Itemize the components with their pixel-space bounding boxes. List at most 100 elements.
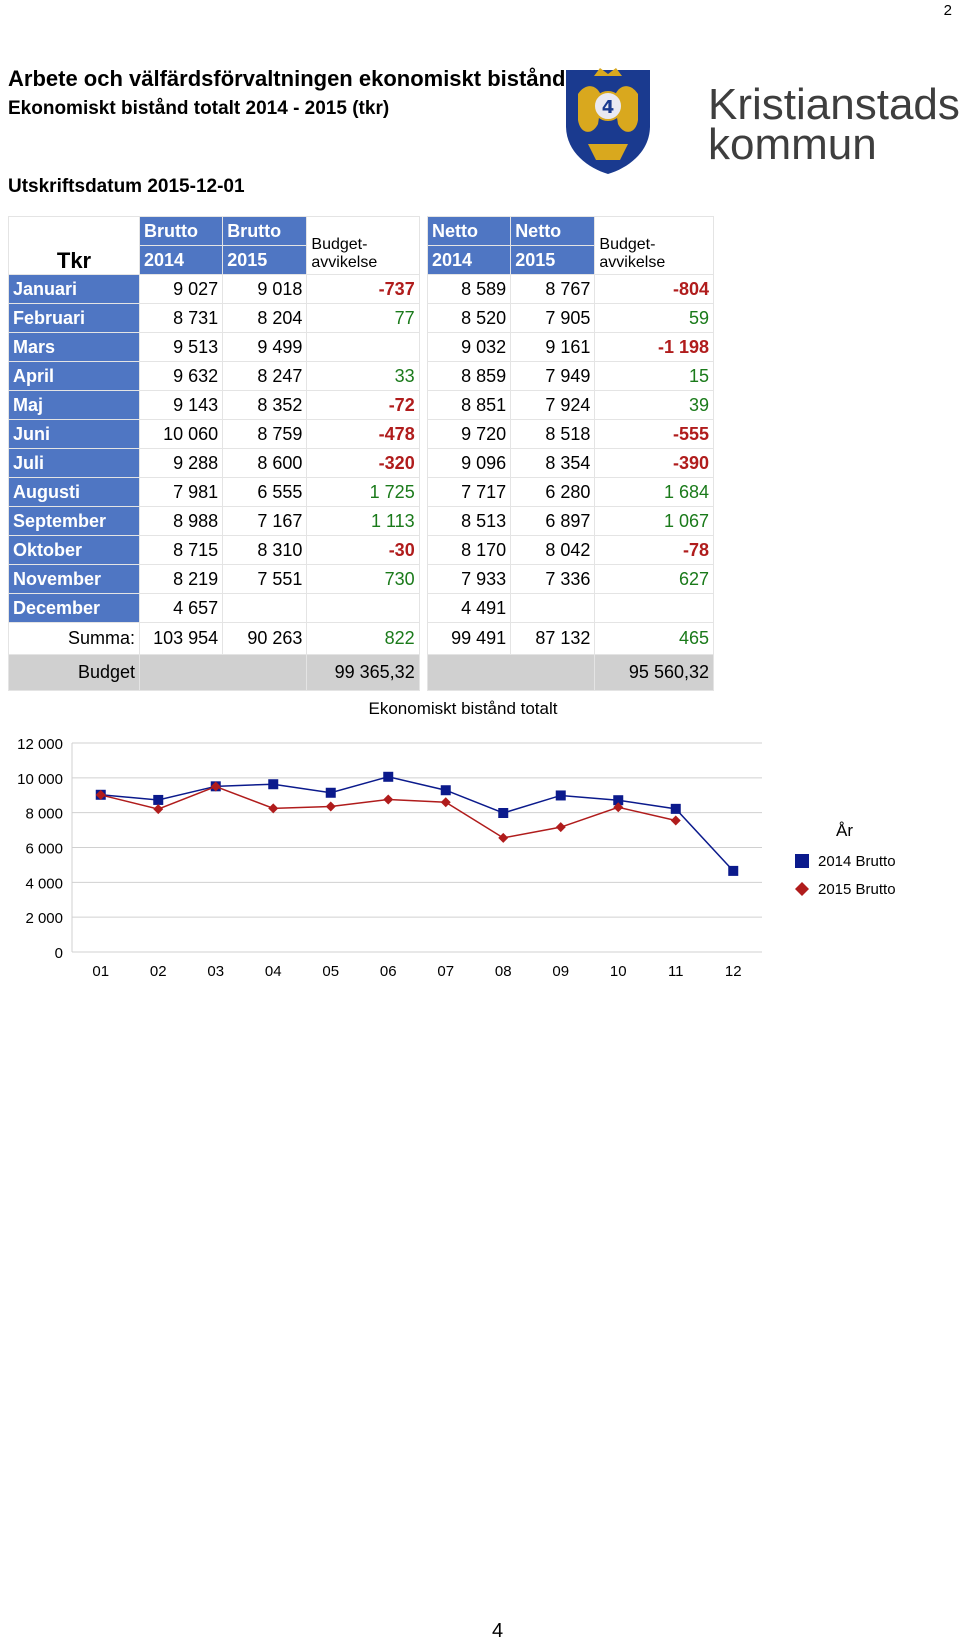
netto-2014-value: 8 520 [427,303,512,333]
data-point [383,771,394,782]
data-point [268,803,279,814]
column-gap [418,303,429,333]
x-tick-label: 05 [322,963,339,980]
netto-deviation-value: 1 684 [594,477,714,507]
data-point [498,832,509,843]
netto-2015-value: 7 905 [510,303,596,333]
brutto-2014-value: 10 060 [139,419,224,449]
month-label: Maj [7,390,141,420]
data-point [670,803,681,814]
brutto-2015-value [222,593,308,623]
budget-brutto-value: 99 365,32 [306,654,420,691]
netto-2015-value: 8 354 [510,448,596,478]
brutto-deviation-value: -320 [306,448,420,478]
budget-label: Budget [7,654,141,691]
x-tick-label: 02 [150,963,167,980]
sum-brutto-deviation: 822 [306,622,420,655]
netto-2015-value [510,593,596,623]
netto-deviation-value: 59 [594,303,714,333]
y-tick-label: 12 000 [17,736,63,753]
column-gap [418,654,429,691]
data-point [153,804,164,815]
column-gap [418,419,429,449]
brutto-2015-value: 8 204 [222,303,308,333]
brutto-2014-value: 9 027 [139,274,224,304]
page-number: 2 [943,2,952,19]
netto-2014-value: 4 491 [427,593,512,623]
sum-label: Summa: [7,622,141,655]
budget-row: Budget 99 365,32 95 560,32 [7,654,714,691]
column-gap [418,448,429,478]
netto-2015-value: 8 767 [510,274,596,304]
sum-brutto-2015: 90 263 [222,622,308,655]
data-point [325,787,336,798]
netto-2014-value: 9 096 [427,448,512,478]
netto-2015-value: 8 518 [510,419,596,449]
data-point [728,865,739,876]
x-tick-label: 11 [668,963,684,980]
netto-deviation-value [594,593,714,623]
logo-text-line2: kommun [708,120,877,169]
legend-marker [795,854,809,868]
y-tick-label: 10 000 [17,771,63,788]
netto-deviation-value: 627 [594,564,714,594]
sum-netto-2014: 99 491 [427,622,512,655]
header-brutto-2015: Brutto [222,216,308,246]
month-label: Juli [7,448,141,478]
brutto-deviation-value: 33 [306,361,420,391]
budget-empty [139,654,308,691]
month-label: November [7,564,141,594]
month-label: Juni [7,419,141,449]
legend-marker [795,882,809,896]
brutto-2015-value: 8 600 [222,448,308,478]
column-gap [418,390,429,420]
budget-netto-value: 95 560,32 [594,654,714,691]
data-point [613,795,624,806]
budget-empty [427,654,596,691]
table-row: Februari 8 731 8 204 77 8 520 7 905 59 [7,303,714,333]
data-point [670,815,681,826]
data-point [383,794,394,805]
brutto-2015-value: 8 352 [222,390,308,420]
brutto-2014-value: 8 988 [139,506,224,536]
brutto-2014-value: 8 731 [139,303,224,333]
sum-brutto-2014: 103 954 [139,622,224,655]
netto-2015-value: 8 042 [510,535,596,565]
brutto-2015-value: 7 167 [222,506,308,536]
brutto-2015-value: 9 018 [222,274,308,304]
netto-2014-value: 9 720 [427,419,512,449]
header-year: 2015 [222,245,308,275]
header-year: 2014 [139,245,224,275]
footer-page-number: 4 [492,1620,504,1642]
legend-label: 2014 Brutto [818,853,896,870]
header-budget-deviation-brutto: Budget- avvikelse [306,216,420,275]
header-brutto-2014: Brutto [139,216,224,246]
x-tick-label: 08 [495,963,512,980]
logo-text-line1: Kristianstads [708,80,960,129]
brutto-deviation-value: 1 113 [306,506,420,536]
column-gap [418,593,429,623]
column-gap [418,274,429,304]
month-label: Mars [7,332,141,362]
y-tick-label: 0 [55,945,63,962]
data-point [268,779,279,790]
brutto-2015-value: 9 499 [222,332,308,362]
netto-2015-value: 6 897 [510,506,596,536]
svg-text:4: 4 [602,97,615,118]
table-row: Januari 9 027 9 018 -737 8 589 8 767 -804 [7,274,714,304]
header-year: 2015 [510,245,596,275]
month-label: Februari [7,303,141,333]
x-tick-label: 07 [437,963,454,980]
brutto-2015-value: 6 555 [222,477,308,507]
x-tick-label: 12 [725,963,742,980]
line-chart: Ekonomiskt bistånd totalt 0 2 000 4 000 6 0… [17,699,896,980]
column-gap [418,564,429,594]
month-label: Augusti [7,477,141,507]
y-tick-label: 6 000 [25,841,63,858]
netto-2015-value: 7 949 [510,361,596,391]
brutto-deviation-value: 77 [306,303,420,333]
series-line-0 [100,776,734,872]
brutto-deviation-value: -737 [306,274,420,304]
brutto-deviation-value [306,332,420,362]
legend-label: 2015 Brutto [818,881,896,898]
